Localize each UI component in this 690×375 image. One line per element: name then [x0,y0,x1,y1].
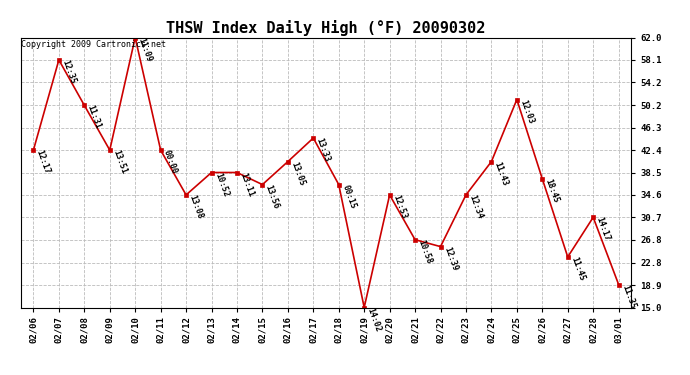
Text: 12:34: 12:34 [467,194,484,220]
Text: 12:17: 12:17 [34,149,52,175]
Text: 00:15: 00:15 [340,183,357,210]
Text: Copyright 2009 Cartronics.net: Copyright 2009 Cartronics.net [21,40,166,49]
Text: 11:09: 11:09 [137,36,154,63]
Text: 14:02: 14:02 [366,306,382,333]
Text: 12:35: 12:35 [60,58,77,85]
Text: 18:45: 18:45 [544,177,561,204]
Text: 12:39: 12:39 [442,245,459,272]
Text: 10:52: 10:52 [213,171,230,198]
Text: 11:35: 11:35 [620,283,637,310]
Text: 13:51: 13:51 [111,149,128,175]
Text: 13:11: 13:11 [238,171,255,198]
Text: 11:43: 11:43 [493,160,510,187]
Text: 10:58: 10:58 [417,238,433,265]
Title: THSW Index Daily High (°F) 20090302: THSW Index Daily High (°F) 20090302 [166,20,486,36]
Text: 14:17: 14:17 [595,216,611,243]
Text: 00:00: 00:00 [162,149,179,175]
Text: 13:05: 13:05 [289,160,306,187]
Text: 13:56: 13:56 [264,183,281,210]
Text: 13:08: 13:08 [188,194,204,220]
Text: 12:03: 12:03 [518,98,535,125]
Text: 12:53: 12:53 [391,194,408,220]
Text: 13:33: 13:33 [315,136,332,163]
Text: 11:31: 11:31 [86,104,103,130]
Text: 11:45: 11:45 [569,255,586,282]
